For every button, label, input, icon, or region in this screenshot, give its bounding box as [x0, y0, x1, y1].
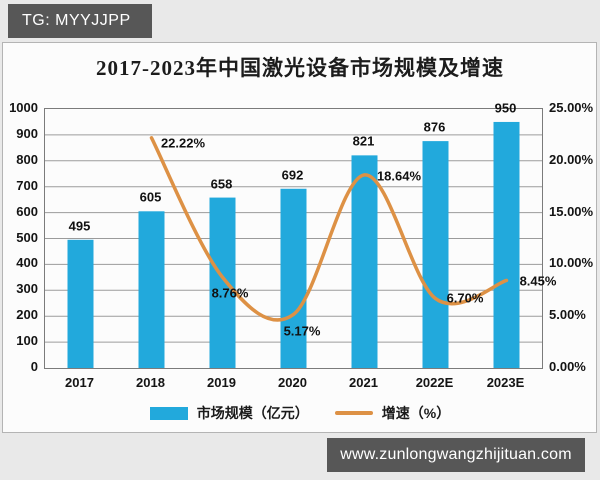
x-axis-label-2020: 2020: [278, 375, 307, 390]
bar-value-label: 658: [210, 176, 233, 192]
left-axis-tick: 800: [16, 151, 38, 167]
bar-value-label: 876: [423, 119, 446, 135]
left-axis-tick: 500: [16, 229, 38, 245]
tg-badge-text: TG: MYYJJPP: [22, 12, 131, 29]
right-axis-tick: 10.00%: [549, 255, 594, 271]
growth-rate-label: 5.17%: [283, 323, 321, 339]
chart-title: 2017-2023年中国激光设备市场规模及增速: [96, 56, 504, 80]
x-axis-label-2023E: 2023E: [486, 375, 525, 390]
watermark-banner: www.zunlongwangzhijituan.com: [327, 438, 585, 472]
bar-2022E: [422, 141, 449, 368]
growth-rate-label: 8.76%: [211, 285, 249, 301]
bar-series-label: 市场规模（亿元）: [196, 405, 309, 421]
right-axis-tick: 0.00%: [549, 359, 586, 374]
bar-2018: [138, 211, 165, 368]
bar-2019: [209, 197, 236, 368]
bar-2020: [280, 188, 307, 368]
legend: 市场规模（亿元） 增速（%）: [0, 403, 600, 423]
bar-value-label: 692: [281, 167, 304, 183]
bar-2023E: [493, 121, 520, 368]
growth-rate-label: 8.45%: [519, 273, 557, 289]
tg-badge: TG: MYYJJPP: [8, 4, 152, 38]
growth-rate-label: 6.70%: [446, 290, 484, 306]
left-axis-tick: 1000: [9, 100, 38, 115]
x-axis-label-2019: 2019: [207, 375, 236, 390]
growth-rate-line: [149, 136, 509, 322]
bar-value-label: 605: [139, 189, 162, 205]
right-axis-tick: 20.00%: [549, 151, 594, 167]
bar-2021: [351, 155, 378, 368]
growth-rate-label: 22.22%: [160, 135, 206, 151]
left-axis-tick: 600: [16, 203, 38, 219]
plot-area: [44, 108, 543, 369]
bar-value-label: 495: [68, 218, 91, 234]
right-axis-tick: 15.00%: [549, 203, 594, 219]
line-series-label: 增速（%）: [381, 405, 451, 421]
bar-value-label: 950: [494, 100, 517, 116]
right-axis-tick: 25.00%: [549, 100, 594, 115]
left-axis-tick: 700: [16, 177, 38, 193]
x-axis-label-2018: 2018: [136, 375, 165, 390]
left-axis-tick: 100: [16, 333, 38, 349]
watermark-text: www.zunlongwangzhijituan.com: [340, 446, 572, 463]
bar-series-swatch: [149, 406, 188, 420]
left-axis-tick: 300: [16, 281, 38, 297]
x-axis-label-2022E: 2022E: [415, 375, 454, 390]
x-axis-label-2021: 2021: [349, 375, 378, 390]
line-series-swatch: [334, 411, 373, 415]
growth-rate-label: 18.64%: [376, 168, 422, 184]
legend-item-growth-rate: 增速（%）: [334, 403, 451, 423]
left-axis-tick: 400: [16, 255, 38, 271]
bar-2017: [67, 239, 94, 368]
left-axis-tick: 900: [16, 125, 38, 141]
left-axis-tick: 0: [30, 359, 38, 374]
left-axis-tick: 200: [16, 307, 38, 323]
bar-value-label: 821: [352, 133, 375, 149]
combo-chart-canvas: [45, 121, 542, 368]
x-axis-label-2017: 2017: [65, 375, 94, 390]
legend-item-market-size: 市场规模（亿元）: [149, 403, 309, 423]
right-axis-tick: 5.00%: [549, 307, 586, 323]
